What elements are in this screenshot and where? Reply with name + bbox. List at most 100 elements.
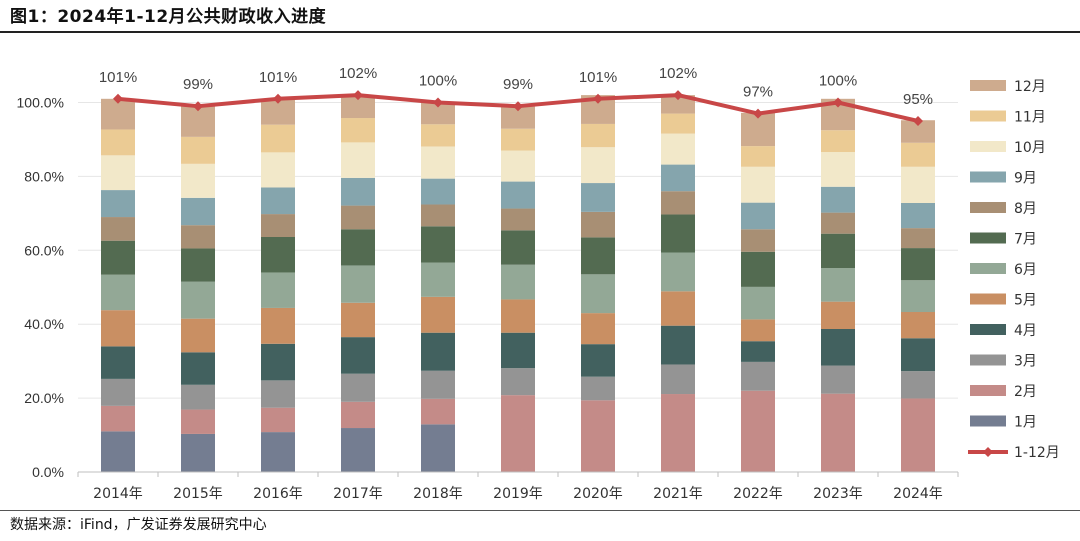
bar-segment-12月 — [501, 106, 535, 129]
bar-stack-2023年 — [821, 98, 855, 472]
total-line: 101% 99% 101% 102% 100% 99% 101% 102% 97% 100% 95% — [99, 65, 933, 126]
bar-segment-11月 — [581, 123, 615, 148]
bar-segment-4月 — [581, 344, 615, 377]
bar-segment-4月 — [101, 346, 135, 379]
bar-segment-11月 — [181, 136, 215, 164]
bar-segment-2月 — [261, 407, 295, 433]
line-point-label: 102% — [339, 65, 377, 82]
bar-segment-10月 — [101, 155, 135, 191]
y-tick-label: 20.0% — [24, 390, 64, 406]
line-point-label: 100% — [419, 73, 457, 90]
line-point-label: 99% — [183, 76, 213, 93]
bar-segment-4月 — [741, 341, 775, 362]
bar-segment-10月 — [821, 152, 855, 187]
x-tick-label: 2014年 — [93, 486, 143, 502]
x-tick-label: 2021年 — [653, 486, 703, 502]
bar-segment-5月 — [101, 310, 135, 347]
x-axis: 2014年 2015年 2016年 2017年 2018年 2019年 2020年 2021年… — [77, 471, 959, 502]
line-point-marker — [673, 90, 683, 101]
bar-segment-5月 — [901, 312, 935, 339]
x-tick-label: 2016年 — [253, 486, 303, 502]
bar-segment-12月 — [341, 95, 375, 119]
bar-segment-1月 — [261, 432, 295, 472]
x-tick-label: 2024年 — [893, 486, 943, 502]
bar-segment-7月 — [181, 248, 215, 282]
bar-segment-7月 — [501, 230, 535, 265]
legend-label: 8月 — [1014, 201, 1037, 217]
bar-stack-2015年 — [181, 106, 215, 472]
bar-segment-1月 — [341, 428, 375, 472]
bar-segment-9月 — [581, 183, 615, 212]
bar-segment-8月 — [821, 212, 855, 234]
line-point-marker — [593, 93, 603, 104]
bar-segment-11月 — [901, 142, 935, 167]
bar-segment-10月 — [261, 152, 295, 188]
bar-segment-8月 — [101, 217, 135, 241]
bar-segment-6月 — [661, 252, 695, 292]
bar-segment-9月 — [741, 202, 775, 230]
bar-segment-1月 — [181, 433, 215, 472]
bar-segment-12月 — [901, 120, 935, 143]
bar-segment-6月 — [901, 280, 935, 313]
bar-segment-8月 — [901, 228, 935, 249]
legend-label: 1月 — [1014, 415, 1037, 431]
line-point-label: 97% — [743, 84, 773, 101]
bar-segment-9月 — [901, 203, 935, 229]
bar-segment-2月 — [581, 400, 615, 472]
bar-segment-1月 — [101, 431, 135, 472]
bar-segment-6月 — [341, 265, 375, 303]
line-point-marker — [513, 101, 523, 112]
bar-segment-6月 — [821, 268, 855, 302]
legend-swatch — [970, 232, 1006, 244]
chart-title-row: 图1：2024年1-12月公共财政收入进度 — [10, 4, 326, 30]
bar-segment-10月 — [501, 150, 535, 182]
bar-segment-9月 — [421, 178, 455, 205]
bar-segment-11月 — [421, 124, 455, 147]
bar-segment-9月 — [181, 197, 215, 226]
x-tick-label: 2017年 — [333, 486, 383, 502]
bar-segment-6月 — [581, 274, 615, 314]
legend-swatch — [970, 141, 1006, 152]
line-point-marker — [913, 115, 923, 126]
legend-swatch — [970, 202, 1006, 213]
line-point-label: 101% — [579, 69, 617, 86]
bar-segment-3月 — [341, 373, 375, 402]
bar-segment-1月 — [421, 424, 455, 472]
bar-segment-6月 — [261, 272, 295, 308]
bar-segment-2月 — [341, 401, 375, 429]
line-point-label: 101% — [99, 69, 137, 86]
line-point-marker — [753, 108, 763, 119]
legend-swatch — [970, 171, 1006, 183]
bar-segment-2月 — [501, 395, 535, 472]
y-tick-label: 100.0% — [17, 95, 64, 111]
bar-segment-2月 — [661, 394, 695, 472]
bar-segment-11月 — [661, 113, 695, 134]
stacked-bars — [101, 95, 935, 472]
source-note: 数据来源：iFind，广发证券发展研究中心 — [10, 517, 267, 533]
bar-segment-4月 — [821, 329, 855, 366]
bar-segment-9月 — [261, 187, 295, 215]
bar-segment-11月 — [101, 129, 135, 156]
legend-swatch — [970, 385, 1006, 396]
legend-swatch — [970, 80, 1006, 91]
bar-segment-5月 — [421, 296, 455, 333]
line-point-label: 102% — [659, 65, 697, 82]
legend-line-marker — [983, 447, 993, 457]
bar-segment-9月 — [341, 177, 375, 206]
bar-segment-10月 — [181, 163, 215, 198]
y-tick-label: 60.0% — [24, 242, 64, 258]
legend-item-10月: 10月 — [970, 140, 1046, 156]
legend: 12月 11月 10月 9月 8月 7月 6月 5月 4月 3月 2月 1月 1-12月 — [968, 79, 1060, 461]
bar-segment-3月 — [901, 371, 935, 399]
bar-segment-2月 — [821, 393, 855, 472]
line-point-marker — [273, 93, 283, 104]
bar-segment-12月 — [421, 102, 455, 125]
legend-label: 5月 — [1014, 293, 1037, 309]
bar-segment-6月 — [741, 286, 775, 320]
x-tick-label: 2020年 — [573, 486, 623, 502]
bar-segment-4月 — [421, 332, 455, 371]
line-point-label: 95% — [903, 91, 933, 108]
bar-segment-8月 — [421, 204, 455, 227]
legend-label: 9月 — [1014, 171, 1037, 187]
legend-item-5月: 5月 — [970, 293, 1037, 309]
